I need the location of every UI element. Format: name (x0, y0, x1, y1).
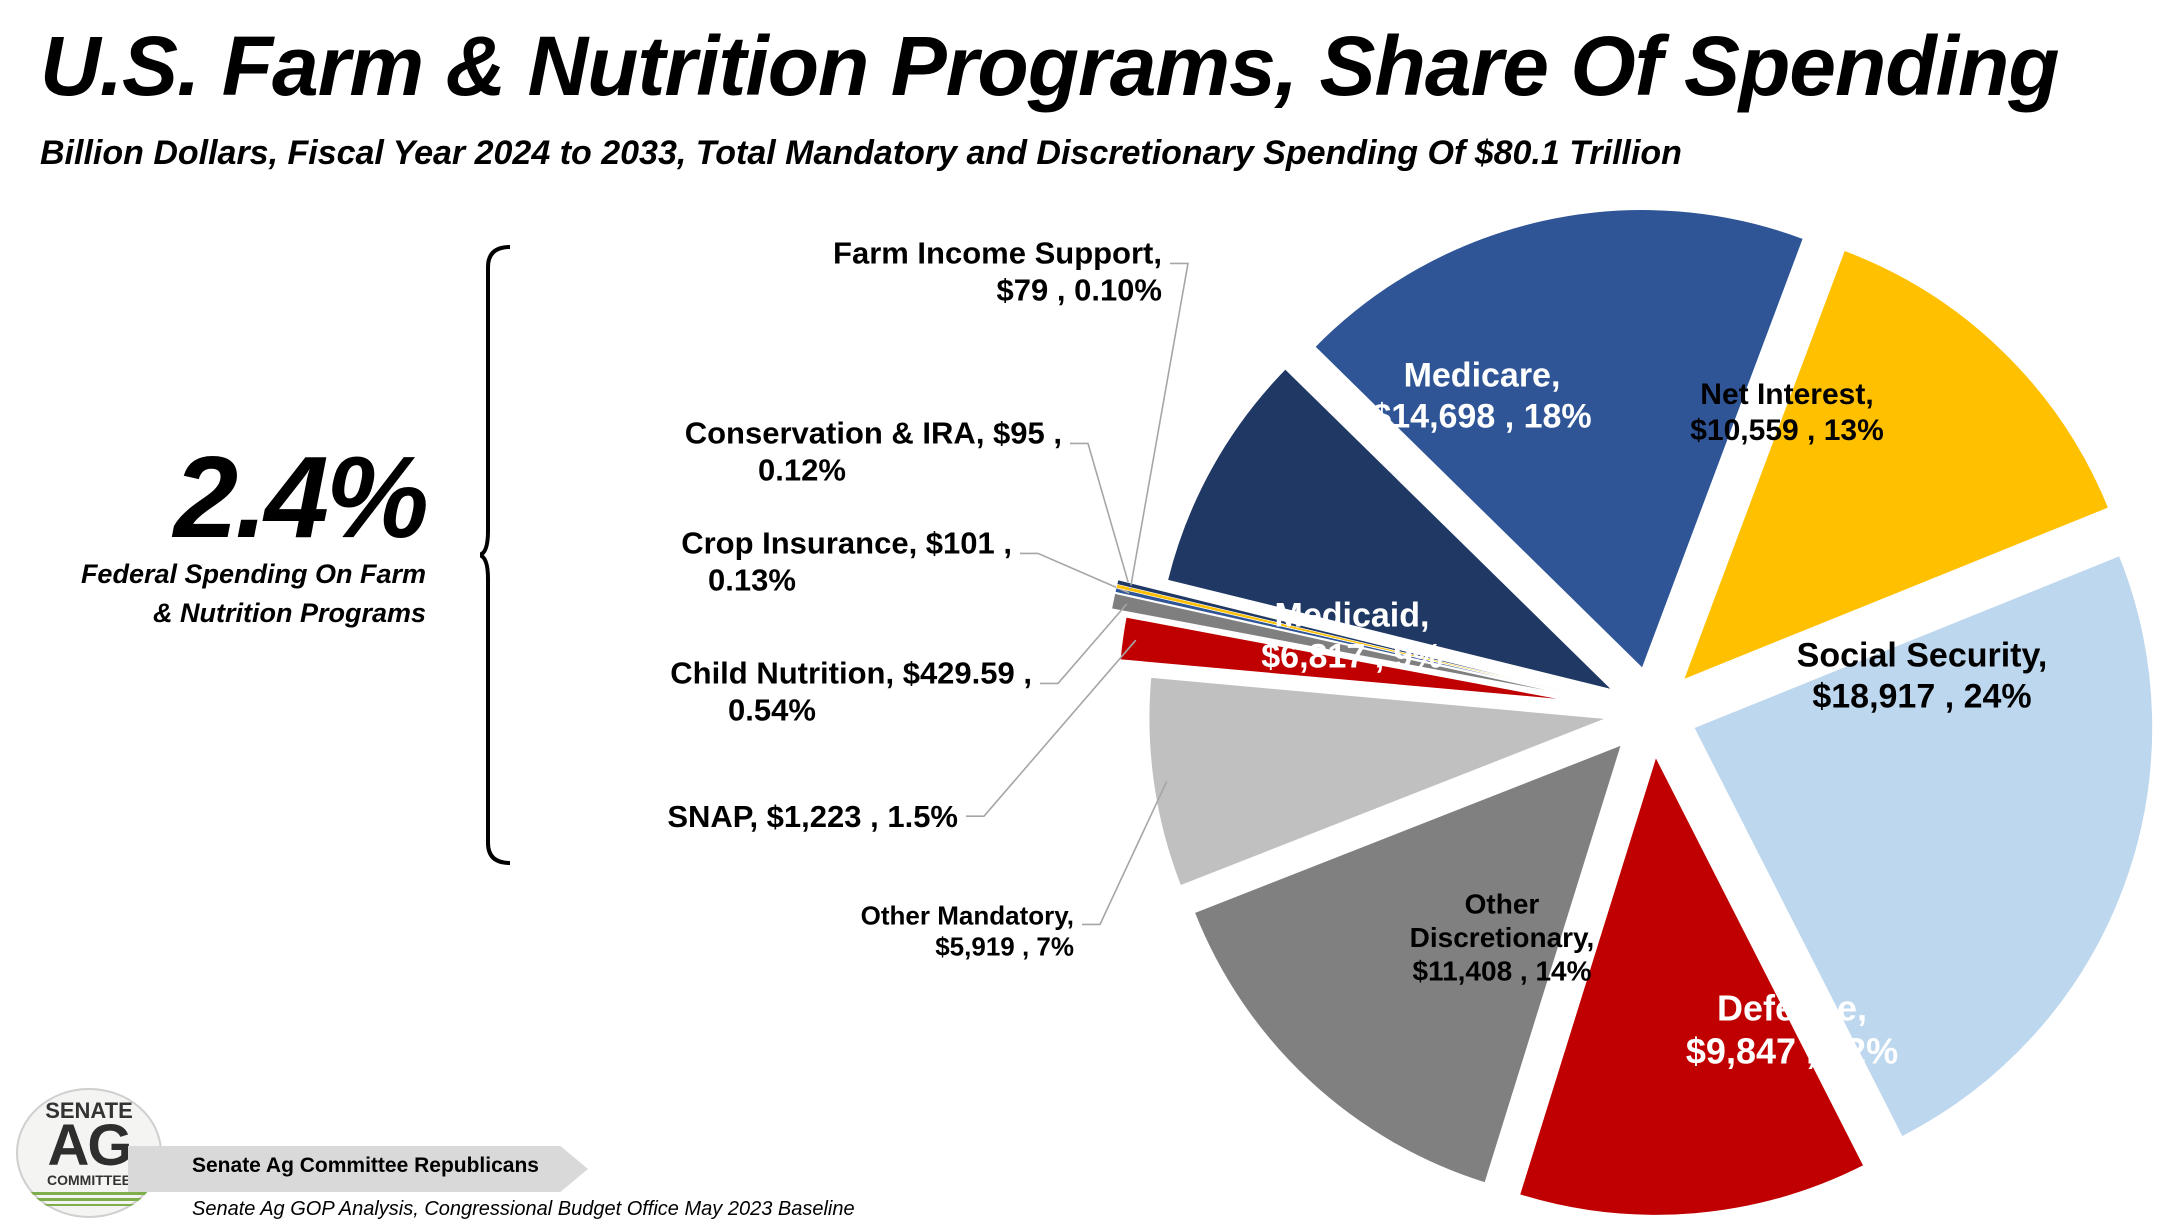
logo-field-stripes (28, 1192, 150, 1206)
footer-organization: Senate Ag Committee Republicans (192, 1154, 539, 1177)
pie-slice-farm-income-support (1116, 579, 1565, 692)
pie-label-social-security: Social Security, $18,917 , 24% (1797, 637, 2048, 716)
bracket-brace (480, 245, 511, 865)
footer-banner (128, 1146, 588, 1192)
leader-line-farm-income-support (1130, 262, 1189, 586)
pie-slice-defense (1517, 753, 1866, 1217)
pie-slice-snap (1118, 615, 1578, 703)
chart-subtitle: Billion Dollars, Fiscal Year 2024 to 203… (40, 134, 1682, 172)
pie-slice-medicaid (1165, 366, 1617, 693)
leader-line-other-mandatory (1082, 781, 1168, 926)
pie-label-net-interest: Net Interest, $10,559 , 13% (1690, 378, 1884, 447)
pie-label-other-discretionary: Other Discretionary, $11,408 , 14% (1410, 888, 1595, 986)
pie-label-other-mandatory: Other Mandatory, $5,919 , 7% (861, 900, 1074, 961)
pie-label-medicare: Medicare, $14,698 , 18% (1372, 357, 1591, 436)
pie-slice-net-interest (1680, 248, 2111, 683)
pie-label-farm-income-support: Farm Income Support, $79 , 0.10% (833, 235, 1162, 307)
logo-text-senate: SENATE (45, 1098, 133, 1123)
pie-label-crop-insurance: Crop Insurance, $101 , 0.13% (681, 525, 1012, 597)
pie-slice-other-discretionary (1192, 742, 1624, 1185)
leader-line-conservation-ira (1070, 442, 1131, 590)
leader-line-child-nutrition (1040, 603, 1128, 685)
pie-slice-medicare (1312, 208, 1806, 671)
chart-title: U.S. Farm & Nutrition Programs, Share Of… (40, 19, 2060, 113)
pie-slice-child-nutrition (1111, 593, 1564, 695)
pie-label-defense: Defense, $9,847 , 12% (1686, 987, 1898, 1071)
farm-share-percent: 2.4% (173, 432, 429, 562)
farm-share-description: Federal Spending On Farm & Nutrition Pro… (6, 555, 426, 633)
footer-source: Senate Ag GOP Analysis, Congressional Bu… (192, 1198, 855, 1220)
pie-slice-other-mandatory (1147, 675, 1609, 888)
farm-share-description-line-2: & Nutrition Programs (152, 598, 426, 629)
pie-slice-social-security (1691, 553, 2155, 1139)
leader-line-snap (966, 639, 1137, 817)
logo-text-committee: COMMITTEE (47, 1172, 131, 1188)
farm-share-description-line-1: Federal Spending On Farm (80, 559, 426, 589)
pie-label-conservation-ira: Conservation & IRA, $95 , 0.12% (685, 415, 1062, 487)
pie-label-child-nutrition: Child Nutrition, $429.59 , 0.54% (670, 655, 1032, 727)
logo-text-ag: AG (47, 1113, 133, 1178)
leader-line-crop-insurance (1020, 552, 1130, 594)
pie-label-medicaid: Medicaid, $6,817 , 9% (1261, 597, 1442, 676)
pie-label-snap: SNAP, $1,223 , 1.5% (667, 799, 958, 834)
